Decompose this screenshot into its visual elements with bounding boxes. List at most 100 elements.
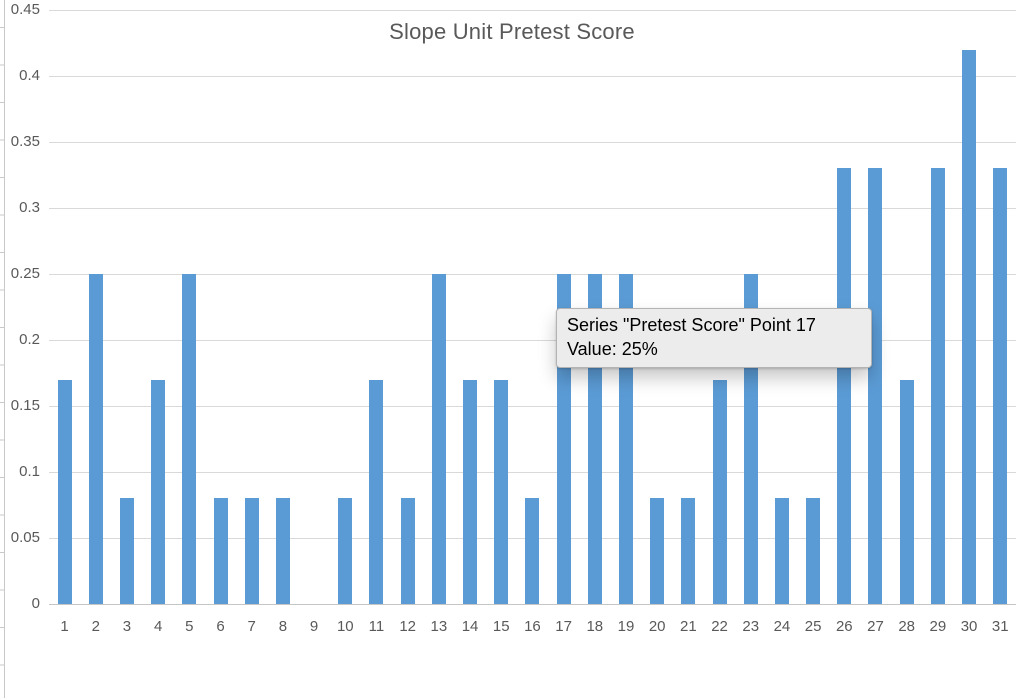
x-axis-tick-label[interactable]: 1 bbox=[60, 618, 69, 635]
bar-point-29[interactable] bbox=[930, 168, 945, 604]
x-axis-tick-label[interactable]: 26 bbox=[835, 618, 853, 635]
bar-point-4[interactable] bbox=[151, 379, 166, 604]
x-axis-tick-label[interactable]: 17 bbox=[555, 618, 572, 635]
bar-point-26[interactable] bbox=[837, 168, 852, 604]
y-axis-tick-label[interactable]: 0.2 bbox=[19, 331, 40, 348]
bar-slot bbox=[891, 10, 922, 604]
bar-slot bbox=[704, 10, 735, 604]
bar-point-10[interactable] bbox=[338, 498, 353, 604]
y-axis-tick-label[interactable]: 0.4 bbox=[19, 67, 40, 84]
x-axis-tick-label[interactable]: 15 bbox=[492, 618, 510, 635]
bar-slot bbox=[143, 10, 174, 604]
bar-slot bbox=[673, 10, 704, 604]
y-axis-tick-label[interactable]: 0.3 bbox=[19, 199, 40, 216]
bar-slot bbox=[454, 10, 485, 604]
bar-slot bbox=[361, 10, 392, 604]
gridline bbox=[49, 142, 1016, 143]
x-axis-tick-label[interactable]: 18 bbox=[586, 618, 604, 635]
bar-point-30[interactable] bbox=[962, 49, 977, 604]
x-axis-tick-label[interactable]: 3 bbox=[122, 618, 132, 635]
x-axis-tick-label[interactable]: 11 bbox=[368, 618, 385, 635]
bar-slot bbox=[174, 10, 205, 604]
bar-point-2[interactable] bbox=[88, 274, 103, 604]
gridline bbox=[49, 10, 1016, 11]
gridline bbox=[49, 472, 1016, 473]
bar-point-5[interactable] bbox=[182, 274, 197, 604]
y-axis-tick-label[interactable]: 0.45 bbox=[10, 1, 40, 18]
y-axis-tick-label[interactable]: 0.15 bbox=[10, 397, 40, 414]
bar-slot bbox=[798, 10, 829, 604]
bar-point-27[interactable] bbox=[868, 168, 883, 604]
bar-slot bbox=[205, 10, 236, 604]
bar-point-7[interactable] bbox=[244, 498, 259, 604]
y-axis-tick-label[interactable]: 0.1 bbox=[19, 463, 40, 480]
gridline bbox=[49, 406, 1016, 407]
bar-slot bbox=[80, 10, 111, 604]
bar-point-1[interactable] bbox=[57, 379, 72, 604]
x-axis-tick-label[interactable]: 30 bbox=[960, 618, 978, 635]
x-axis-tick-label[interactable]: 14 bbox=[461, 618, 479, 635]
bar-slot bbox=[922, 10, 953, 604]
bar-point-20[interactable] bbox=[650, 498, 665, 604]
gridline bbox=[49, 274, 1016, 275]
x-axis-tick-label[interactable]: 27 bbox=[867, 618, 884, 635]
x-axis-tick-label[interactable]: 24 bbox=[773, 618, 791, 635]
x-axis-tick-label[interactable]: 8 bbox=[278, 618, 288, 635]
bar-slot bbox=[49, 10, 80, 604]
x-axis-tick-label[interactable]: 5 bbox=[185, 618, 194, 635]
x-axis-tick-label[interactable]: 28 bbox=[898, 618, 915, 635]
tooltip-series-line: Series "Pretest Score" Point 17 bbox=[567, 315, 816, 335]
bar-point-31[interactable] bbox=[993, 168, 1008, 604]
bar-slot bbox=[330, 10, 361, 604]
y-axis-tick-label[interactable]: 0.05 bbox=[10, 529, 40, 546]
y-axis-tick-label[interactable]: 0 bbox=[31, 595, 40, 612]
plot-area[interactable] bbox=[49, 10, 1016, 605]
bar-slot bbox=[829, 10, 860, 604]
worksheet-grid-edge bbox=[0, 0, 5, 698]
y-axis-tick-label[interactable]: 0.25 bbox=[10, 265, 40, 282]
bar-slot bbox=[423, 10, 454, 604]
bar-point-15[interactable] bbox=[494, 379, 509, 604]
x-axis-tick-label[interactable]: 19 bbox=[617, 618, 635, 635]
bar-slot bbox=[953, 10, 984, 604]
x-axis-tick-label[interactable]: 31 bbox=[991, 618, 1009, 635]
x-axis-tick-label[interactable]: 21 bbox=[680, 618, 697, 635]
x-axis-tick-label[interactable]: 29 bbox=[929, 618, 947, 635]
x-axis-tick-label[interactable]: 2 bbox=[91, 618, 100, 635]
x-axis-tick-label[interactable]: 23 bbox=[742, 618, 760, 635]
bar-point-25[interactable] bbox=[806, 498, 821, 604]
x-axis-tick-label[interactable]: 10 bbox=[336, 618, 354, 635]
x-axis-tick-label[interactable]: 9 bbox=[309, 618, 319, 635]
bar-point-24[interactable] bbox=[774, 498, 789, 604]
bar-point-8[interactable] bbox=[275, 498, 290, 604]
gridline bbox=[49, 340, 1016, 341]
bar-point-11[interactable] bbox=[369, 379, 384, 604]
bar-slot bbox=[610, 10, 641, 604]
bar-point-13[interactable] bbox=[431, 274, 446, 604]
y-axis-tick-label[interactable]: 0.35 bbox=[10, 133, 40, 150]
x-axis-tick-label[interactable]: 20 bbox=[648, 618, 666, 635]
tooltip-value-line: Value: 25% bbox=[567, 339, 658, 359]
bar-point-22[interactable] bbox=[712, 379, 727, 604]
bar-slot bbox=[236, 10, 267, 604]
bar-point-28[interactable] bbox=[899, 379, 914, 604]
bar-point-3[interactable] bbox=[119, 498, 134, 604]
bar-point-12[interactable] bbox=[400, 498, 415, 604]
data-point-tooltip: Series "Pretest Score" Point 17 Value: 2… bbox=[556, 308, 872, 368]
x-axis-tick-label[interactable]: 25 bbox=[804, 618, 822, 635]
bar-slot bbox=[860, 10, 891, 604]
bar-point-16[interactable] bbox=[525, 498, 540, 604]
x-axis-tick-label[interactable]: 16 bbox=[524, 618, 541, 635]
x-axis-tick-label[interactable]: 6 bbox=[216, 618, 225, 635]
chart-title[interactable]: Slope Unit Pretest Score bbox=[389, 19, 635, 44]
bar-point-6[interactable] bbox=[213, 498, 228, 604]
x-axis-tick-label[interactable]: 4 bbox=[153, 618, 163, 635]
bar-slot bbox=[486, 10, 517, 604]
x-axis-tick-label[interactable]: 22 bbox=[711, 618, 728, 635]
x-axis-tick-label[interactable]: 13 bbox=[430, 618, 448, 635]
x-axis-tick-label[interactable]: 12 bbox=[399, 618, 416, 635]
x-axis-tick-label[interactable]: 7 bbox=[247, 618, 256, 635]
bar-point-14[interactable] bbox=[463, 379, 478, 604]
bar-point-21[interactable] bbox=[681, 498, 696, 604]
